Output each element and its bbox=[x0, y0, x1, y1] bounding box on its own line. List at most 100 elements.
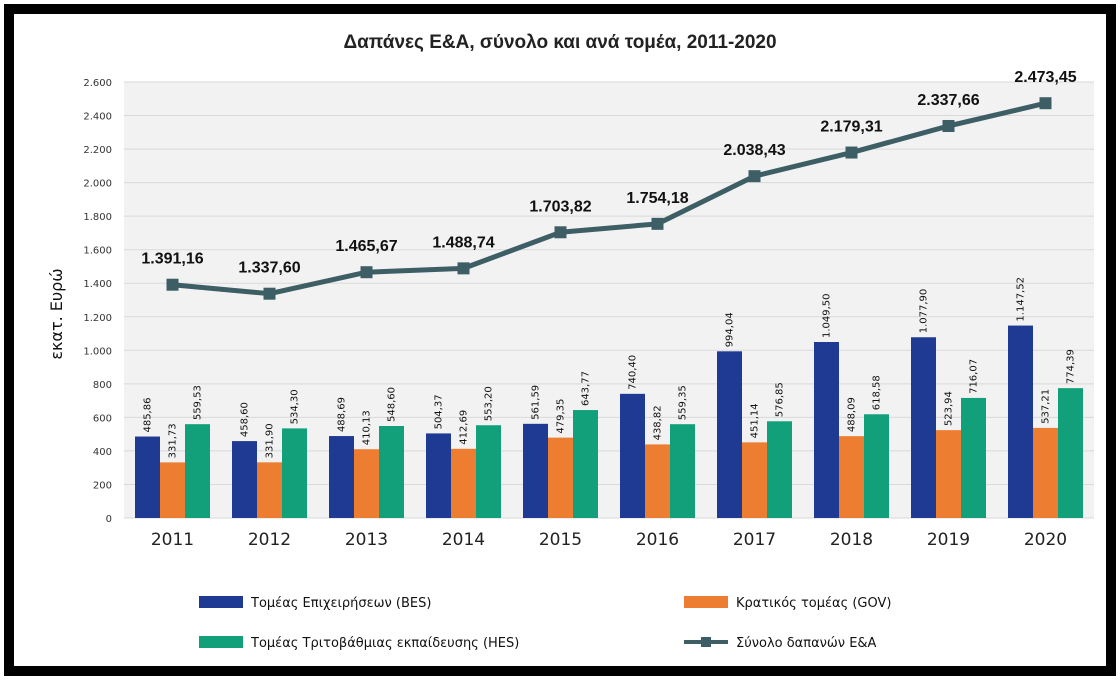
y-tick-label: 1.600 bbox=[83, 246, 112, 257]
bar bbox=[961, 397, 986, 518]
bar-value-label: 994,04 bbox=[725, 312, 736, 347]
y-tick-label: 2.200 bbox=[83, 145, 112, 156]
bar-value-label: 488,69 bbox=[337, 397, 348, 432]
bar-value-label: 523,94 bbox=[944, 391, 955, 426]
legend-label: Τομέας Επιχειρήσεων (BES) bbox=[250, 596, 431, 611]
y-tick-label: 0 bbox=[106, 514, 112, 525]
bar bbox=[670, 424, 695, 518]
bar-value-label: 410,13 bbox=[362, 410, 373, 445]
bar-value-label: 643,77 bbox=[581, 371, 592, 406]
x-tick-label: 2015 bbox=[539, 530, 582, 550]
bar-value-label: 774,39 bbox=[1066, 349, 1077, 384]
x-tick-label: 2019 bbox=[927, 530, 970, 550]
total-point-marker bbox=[360, 266, 373, 279]
legend-swatch bbox=[684, 596, 728, 608]
total-value-label: 1.391,16 bbox=[141, 251, 203, 268]
x-tick-label: 2013 bbox=[345, 530, 388, 550]
bar-value-label: 553,20 bbox=[484, 386, 495, 421]
bar-value-label: 479,35 bbox=[556, 399, 567, 434]
legend-swatch bbox=[199, 596, 243, 608]
bar-value-label: 561,59 bbox=[531, 385, 542, 420]
bar-value-label: 618,58 bbox=[872, 375, 883, 410]
bar bbox=[573, 410, 598, 518]
x-tick-label: 2012 bbox=[248, 530, 291, 550]
total-point-marker bbox=[1039, 97, 1052, 110]
y-axis-label: εκατ. Ευρώ bbox=[47, 268, 66, 359]
total-value-label: 2.179,31 bbox=[820, 119, 882, 136]
bar-value-label: 1.147,52 bbox=[1016, 277, 1027, 322]
y-tick-label: 600 bbox=[93, 413, 112, 424]
legend-label: Τομέας Τριτοβάθμιας εκπαίδευσης (HES) bbox=[250, 636, 519, 651]
bar bbox=[232, 441, 257, 518]
legend-swatch bbox=[199, 636, 243, 648]
y-tick-label: 400 bbox=[93, 447, 112, 458]
legend: Τομέας Επιχειρήσεων (BES) Κρατικός τομέας… bbox=[199, 596, 891, 651]
bar-value-label: 412,69 bbox=[459, 410, 470, 445]
bar bbox=[645, 444, 670, 518]
total-point-marker bbox=[651, 217, 664, 230]
total-value-label: 2.038,43 bbox=[723, 142, 785, 159]
bar bbox=[379, 426, 404, 518]
bar-value-label: 576,85 bbox=[775, 382, 786, 417]
bar-value-label: 331,73 bbox=[168, 423, 179, 458]
bar-value-label: 537,21 bbox=[1041, 389, 1052, 424]
x-tick-label: 2020 bbox=[1024, 530, 1067, 550]
bar-value-label: 548,60 bbox=[387, 387, 398, 422]
bar bbox=[135, 436, 160, 518]
bar bbox=[329, 436, 354, 518]
bar-value-label: 485,86 bbox=[143, 398, 154, 433]
bar bbox=[767, 421, 792, 518]
bar bbox=[911, 337, 936, 518]
total-value-label: 1.754,18 bbox=[626, 190, 688, 207]
bar-value-label: 534,30 bbox=[290, 389, 301, 424]
bar-value-label: 458,60 bbox=[240, 402, 251, 437]
bar bbox=[1008, 325, 1033, 518]
bar-value-label: 504,37 bbox=[434, 394, 445, 429]
total-point-marker bbox=[748, 170, 761, 183]
x-axis-ticks: 2011 2012 2013 2014 2015 2016 2017 2018 2019 2020 bbox=[151, 530, 1067, 550]
total-series-line bbox=[172, 100, 1047, 297]
y-tick-label: 1.200 bbox=[83, 313, 112, 324]
bar bbox=[282, 428, 307, 518]
total-value-label: 2.337,66 bbox=[917, 92, 979, 109]
x-tick-label: 2017 bbox=[733, 530, 776, 550]
chart-frame: 0 200 400 600 800 1.000 1.200 1.400 1.600 1.800 2.… bbox=[4, 4, 1116, 676]
y-tick-label: 1.800 bbox=[83, 212, 112, 223]
bar bbox=[451, 448, 476, 518]
total-point-marker bbox=[845, 146, 858, 159]
bar bbox=[523, 423, 548, 518]
bar-value-label: 438,82 bbox=[653, 405, 664, 440]
legend-label: Σύνολο δαπανών Ε&Α bbox=[736, 636, 877, 651]
total-point-marker bbox=[263, 287, 276, 300]
total-value-label: 1.337,60 bbox=[238, 260, 300, 277]
bar-value-label: 559,53 bbox=[193, 385, 204, 420]
bar-value-label: 451,14 bbox=[750, 403, 761, 438]
bar bbox=[160, 462, 185, 518]
y-tick-label: 2.400 bbox=[83, 112, 112, 123]
y-axis-ticks: 0 200 400 600 800 1.000 1.200 1.400 1.600 1.800 2.… bbox=[83, 78, 112, 525]
chart-svg: 0 200 400 600 800 1.000 1.200 1.400 1.600 1.800 2.… bbox=[47, 32, 1094, 651]
bar bbox=[814, 342, 839, 518]
x-tick-label: 2014 bbox=[442, 530, 485, 550]
x-tick-label: 2011 bbox=[151, 530, 194, 550]
bar bbox=[548, 437, 573, 518]
bar bbox=[717, 351, 742, 518]
total-point-marker bbox=[457, 262, 470, 275]
bar bbox=[1033, 427, 1058, 518]
legend-marker bbox=[701, 637, 711, 647]
chart-title: Δαπάνες Ε&Α, σύνολο και ανά τομέα, 2011-… bbox=[343, 32, 776, 53]
x-tick-label: 2018 bbox=[830, 530, 873, 550]
bars: 485,86 458,60 488,69 504,37 561,59 740,40 994,… bbox=[135, 277, 1083, 518]
bar bbox=[1058, 388, 1083, 518]
bar bbox=[354, 449, 379, 518]
bar bbox=[742, 442, 767, 518]
bar bbox=[185, 424, 210, 518]
bar bbox=[426, 433, 451, 518]
bar bbox=[476, 425, 501, 518]
bar bbox=[864, 414, 889, 518]
total-value-label: 1.488,74 bbox=[432, 234, 494, 251]
bar bbox=[936, 430, 961, 518]
total-value-label: 2.473,45 bbox=[1014, 69, 1076, 86]
y-tick-label: 1.000 bbox=[83, 346, 112, 357]
bar bbox=[620, 393, 645, 518]
